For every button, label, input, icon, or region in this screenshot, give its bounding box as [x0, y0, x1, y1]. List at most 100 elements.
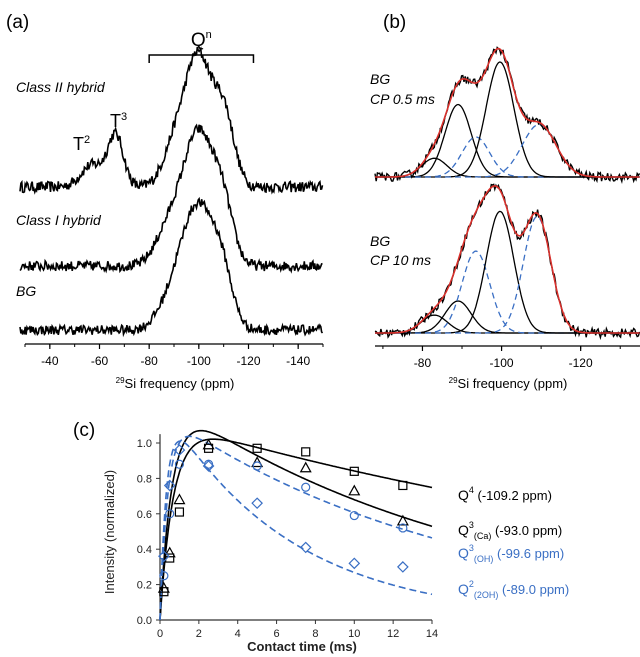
spectrum-trace — [19, 46, 324, 195]
x-tick-label: 10 — [348, 628, 360, 640]
circle-marker — [174, 459, 185, 469]
square-marker — [398, 480, 408, 491]
t2-annotation: T2 — [73, 134, 90, 154]
panel-b-traces — [374, 46, 640, 341]
panel-a-traces — [19, 46, 324, 338]
diamond-marker — [158, 550, 170, 563]
triangle-marker — [348, 484, 361, 496]
panel-c-y-axis-label: Intensity (normalized) — [102, 470, 117, 594]
fit-sum-trace — [375, 47, 640, 178]
panel-c-label: (c) — [73, 420, 95, 441]
circle-marker — [349, 510, 359, 521]
diamond-marker — [251, 497, 263, 510]
legend-entry: Q2(2OH) (-89.0 ppm) — [458, 579, 569, 600]
panel-c-data-points — [157, 438, 409, 597]
y-tick-label: 0.6 — [137, 509, 152, 521]
fit-curve — [159, 440, 433, 621]
square-marker — [174, 507, 185, 517]
panel-a-x-ticks: -40 -60 -80 -100 -120 -140 — [24, 344, 324, 368]
component-peak — [375, 210, 640, 334]
x-tick-label: -120 — [236, 354, 260, 368]
x-tick-label: -140 — [286, 354, 310, 368]
x-tick-label: 2 — [196, 628, 202, 640]
x-tick-label: -100 — [187, 354, 211, 368]
spectrum-1-label-line1: BG — [370, 71, 390, 87]
diamond-marker — [202, 460, 215, 472]
panel-c-cp-kinetics: 0 2 4 6 8 10 12 14 0.0 0.2 0.4 0.6 0.8 1.0 Q4 (-109.2… — [102, 429, 569, 654]
fit-curve — [159, 429, 433, 621]
square-marker — [301, 447, 311, 457]
diamond-marker — [299, 541, 312, 554]
legend-entry: Q3(OH) (-99.6 ppm) — [458, 543, 564, 564]
spectrum-2-label-line2: CP 10 ms — [370, 252, 431, 268]
fit-curve — [159, 438, 433, 621]
panel-c-fit-curves — [159, 429, 433, 621]
trace-label-class-ii: Class II hybrid — [16, 79, 106, 95]
x-tick-label: 14 — [426, 628, 438, 640]
spectrum-1-label-line2: CP 0.5 ms — [370, 91, 435, 107]
fit-curve — [159, 435, 433, 621]
triangle-marker — [202, 438, 215, 450]
triangle-marker — [299, 461, 312, 473]
circle-marker — [159, 571, 169, 581]
x-tick-label: 0 — [157, 628, 163, 640]
triangle-marker — [163, 546, 176, 558]
spectrum-trace — [19, 123, 323, 274]
panel-b-deconvolution: BG CP 0.5 ms BG CP 10 ms -80 -100 -120 29S… — [370, 46, 640, 391]
square-marker — [349, 466, 359, 476]
panel-a-x-axis-label: 29Si frequency (ppm) — [116, 376, 235, 391]
panel-c-x-axis-label: Contact time (ms) — [247, 639, 357, 654]
diamond-marker — [163, 479, 176, 492]
panel-a-label: (a) — [6, 12, 29, 33]
panel-a-spectra: Qn T2 T3 Class II hybrid Class I hybrid … — [16, 29, 324, 391]
diamond-marker — [173, 444, 186, 456]
component-peak — [375, 61, 640, 178]
diamond-marker — [397, 561, 409, 573]
triangle-marker — [251, 456, 264, 468]
y-tick-label: 1.0 — [137, 438, 152, 450]
panel-c-axes: 0 2 4 6 8 10 12 14 0.0 0.2 0.4 0.6 0.8 1.0 — [137, 434, 438, 640]
component-peak — [375, 103, 640, 178]
trace-label-class-i: Class I hybrid — [16, 212, 102, 228]
qn-region-bracket — [148, 54, 255, 63]
fit-sum-trace — [375, 184, 640, 334]
x-tick-label: -120 — [569, 356, 593, 370]
square-marker — [165, 553, 175, 563]
diamond-marker — [348, 557, 361, 570]
x-tick-label: 8 — [312, 628, 318, 640]
y-tick-label: 0.0 — [137, 615, 152, 627]
spectrum-2-label-line1: BG — [370, 233, 390, 249]
panel-b-x-axis-label: 29Si frequency (ppm) — [449, 376, 568, 391]
x-tick-label: 6 — [274, 628, 280, 640]
x-tick-label: 12 — [387, 628, 399, 640]
y-tick-label: 0.2 — [137, 580, 152, 592]
qn-region-label: Qn — [191, 29, 212, 51]
y-tick-label: 0.4 — [137, 544, 152, 556]
circle-marker — [252, 461, 262, 471]
spectrum-trace — [19, 196, 324, 338]
legend-entry: Q4 (-109.2 ppm) — [458, 485, 552, 503]
x-tick-label: -40 — [41, 354, 59, 368]
legend-entry: Q3(Ca) (-93.0 ppm) — [458, 520, 562, 541]
triangle-marker — [173, 493, 186, 505]
x-tick-label: -80 — [140, 354, 158, 368]
circle-marker — [165, 509, 175, 519]
x-tick-label: 4 — [235, 628, 241, 640]
t3-annotation: T3 — [110, 111, 127, 131]
y-tick-label: 0.8 — [137, 473, 152, 485]
component-peak — [375, 215, 640, 334]
trace-label-bg: BG — [16, 283, 36, 299]
square-marker — [252, 443, 262, 453]
panel-c-legend: Q4 (-109.2 ppm) Q3(Ca) (-93.0 ppm)Q3(OH) … — [458, 485, 569, 600]
x-tick-label: -60 — [91, 354, 109, 368]
experimental-trace — [374, 46, 640, 184]
x-tick-label: -80 — [414, 356, 432, 370]
circle-marker — [301, 482, 311, 492]
x-tick-label: -100 — [490, 356, 514, 370]
component-peak — [375, 123, 640, 178]
circle-marker — [398, 523, 408, 533]
panel-b-label: (b) — [383, 12, 406, 33]
triangle-marker — [396, 514, 409, 526]
panel-b-x-ticks: -80 -100 -120 — [382, 346, 621, 370]
